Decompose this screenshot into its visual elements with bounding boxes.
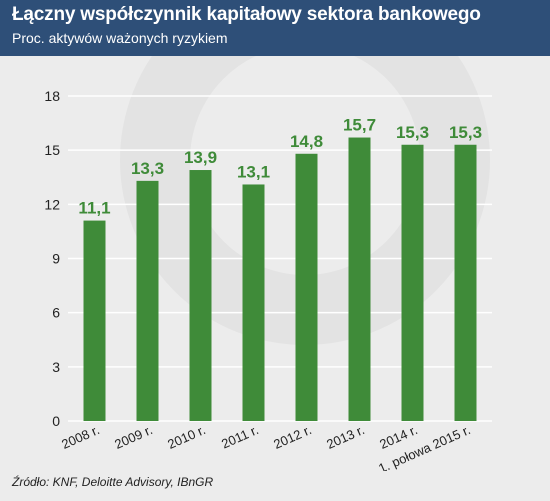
bar: [83, 220, 106, 421]
data-label: 13,3: [131, 159, 164, 178]
x-tick-label: 2008 r.: [59, 422, 101, 452]
data-label: 13,1: [237, 162, 270, 181]
y-tick-label: 9: [52, 251, 60, 267]
data-label: 13,9: [184, 148, 217, 167]
data-label: 15,7: [343, 116, 376, 135]
bar-chart: 0 3 6 9 12 15 18 11,1 2008 r. 13,3 2009 r. 13,9 2010…: [44, 56, 492, 471]
x-tick-label: 2010 r.: [165, 422, 207, 452]
chart-title: Łączny współczynnik kapitałowy sektora b…: [12, 4, 481, 25]
source-note: Źródło: KNF, Deloitte Advisory, IBnGR: [12, 475, 214, 489]
chart-header: Łączny współczynnik kapitałowy sektora b…: [0, 0, 550, 56]
data-label: 11,1: [78, 199, 110, 218]
y-tick-label: 18: [44, 88, 60, 104]
data-label: 15,3: [449, 123, 482, 142]
bar: [242, 184, 265, 421]
bar: [348, 137, 371, 421]
y-tick-label: 15: [44, 142, 60, 158]
y-tick-label: 12: [44, 196, 60, 212]
chart-subtitle: Proc. aktywów ważonych ryzykiem: [12, 30, 228, 46]
bar: [295, 153, 318, 421]
bar: [401, 144, 424, 421]
y-tick-label: 6: [52, 305, 60, 321]
x-tick-label: 2011 r.: [219, 422, 261, 451]
y-tick-label: 3: [52, 359, 60, 375]
bar: [136, 180, 159, 421]
bar: [189, 170, 212, 421]
data-label: 14,8: [290, 132, 323, 151]
x-tick-label: 2012 r.: [271, 422, 313, 452]
x-tick-label: 2009 r.: [112, 422, 154, 452]
bar: [454, 144, 477, 421]
x-tick-label: 2013 r.: [324, 422, 366, 452]
y-tick-label: 0: [52, 413, 60, 429]
data-label: 15,3: [396, 123, 429, 142]
